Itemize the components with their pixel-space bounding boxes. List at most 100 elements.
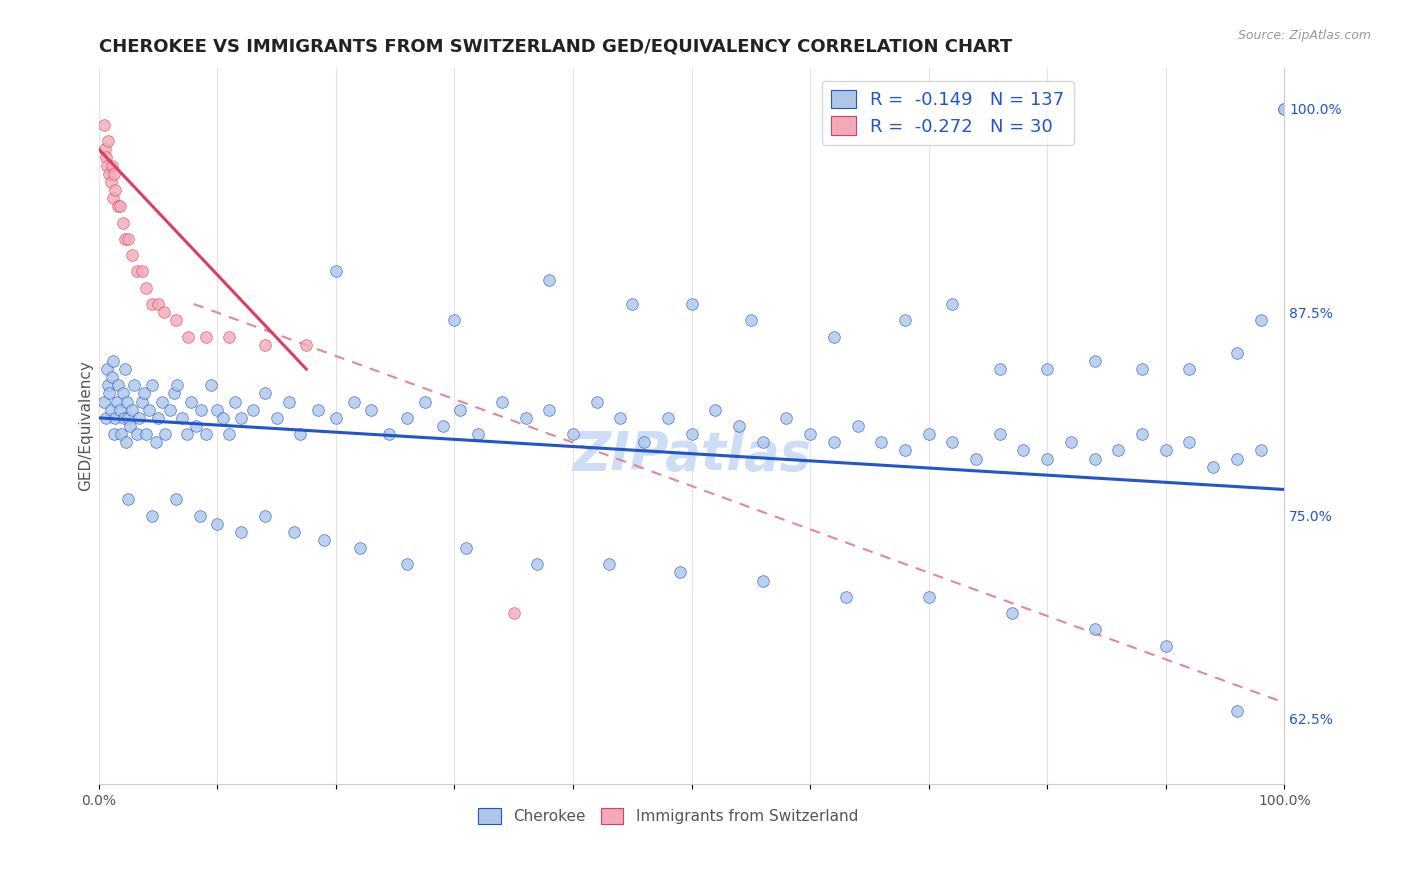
Point: [110, 427, 132, 442]
Point: [799, 427, 821, 442]
Point: [491, 394, 513, 409]
Point: [1226, 345, 1249, 359]
Point: [1130, 362, 1153, 376]
Point: [894, 313, 917, 327]
Point: [253, 508, 276, 523]
Point: [1154, 639, 1177, 653]
Point: [449, 402, 471, 417]
Point: [562, 427, 585, 442]
Point: [165, 492, 187, 507]
Point: [1012, 443, 1035, 458]
Point: [253, 337, 276, 351]
Point: [266, 410, 288, 425]
Point: [135, 281, 157, 295]
Point: [941, 297, 963, 311]
Point: [1154, 443, 1177, 458]
Point: [207, 516, 229, 531]
Point: [360, 402, 382, 417]
Point: [117, 410, 139, 425]
Point: [526, 558, 548, 572]
Point: [93, 394, 115, 409]
Text: CHEROKEE VS IMMIGRANTS FROM SWITZERLAND GED/EQUIVALENCY CORRELATION CHART: CHEROKEE VS IMMIGRANTS FROM SWITZERLAND …: [98, 37, 1012, 55]
Point: [1001, 606, 1024, 620]
Point: [131, 264, 153, 278]
Point: [101, 354, 124, 368]
Point: [177, 329, 200, 343]
Point: [681, 297, 703, 311]
Point: [98, 167, 121, 181]
Point: [150, 394, 173, 409]
Point: [212, 410, 235, 425]
Point: [159, 402, 181, 417]
Point: [184, 419, 207, 434]
Point: [325, 264, 347, 278]
Point: [349, 541, 371, 555]
Point: [834, 590, 856, 604]
Point: [598, 558, 620, 572]
Point: [242, 402, 264, 417]
Point: [432, 419, 454, 434]
Point: [1202, 459, 1225, 474]
Point: [111, 386, 134, 401]
Point: [103, 427, 125, 442]
Text: ZIPatlas: ZIPatlas: [572, 429, 811, 481]
Point: [108, 199, 131, 213]
Point: [117, 232, 139, 246]
Point: [283, 524, 305, 539]
Point: [585, 394, 607, 409]
Point: [94, 151, 117, 165]
Point: [502, 606, 524, 620]
Point: [101, 191, 124, 205]
Point: [704, 402, 727, 417]
Point: [115, 435, 138, 450]
Point: [117, 394, 139, 409]
Point: [1107, 443, 1129, 458]
Point: [153, 305, 176, 319]
Point: [94, 410, 117, 425]
Point: [132, 386, 155, 401]
Point: [97, 134, 120, 148]
Point: [229, 410, 252, 425]
Point: [100, 175, 122, 189]
Point: [295, 337, 318, 351]
Text: Source: ZipAtlas.com: Source: ZipAtlas.com: [1237, 29, 1371, 43]
Point: [751, 435, 773, 450]
Point: [1060, 435, 1083, 450]
Point: [681, 427, 703, 442]
Point: [396, 410, 419, 425]
Point: [312, 533, 335, 547]
Point: [740, 313, 762, 327]
Point: [101, 159, 124, 173]
Point: [846, 419, 869, 434]
Point: [165, 313, 187, 327]
Point: [290, 427, 312, 442]
Point: [1084, 623, 1107, 637]
Point: [965, 451, 987, 466]
Point: [97, 378, 120, 392]
Point: [941, 435, 963, 450]
Point: [207, 402, 229, 417]
Point: [111, 216, 134, 230]
Point: [378, 427, 401, 442]
Point: [107, 378, 129, 392]
Point: [609, 410, 631, 425]
Point: [456, 541, 478, 555]
Point: [188, 508, 211, 523]
Point: [112, 410, 135, 425]
Point: [621, 297, 644, 311]
Point: [176, 427, 198, 442]
Point: [117, 492, 139, 507]
Point: [135, 427, 157, 442]
Point: [155, 427, 177, 442]
Point: [657, 410, 679, 425]
Point: [98, 386, 121, 401]
Point: [101, 370, 124, 384]
Point: [894, 443, 917, 458]
Point: [917, 590, 939, 604]
Point: [218, 427, 240, 442]
Point: [105, 394, 128, 409]
Point: [170, 410, 193, 425]
Point: [121, 402, 143, 417]
Point: [145, 435, 167, 450]
Point: [1178, 362, 1201, 376]
